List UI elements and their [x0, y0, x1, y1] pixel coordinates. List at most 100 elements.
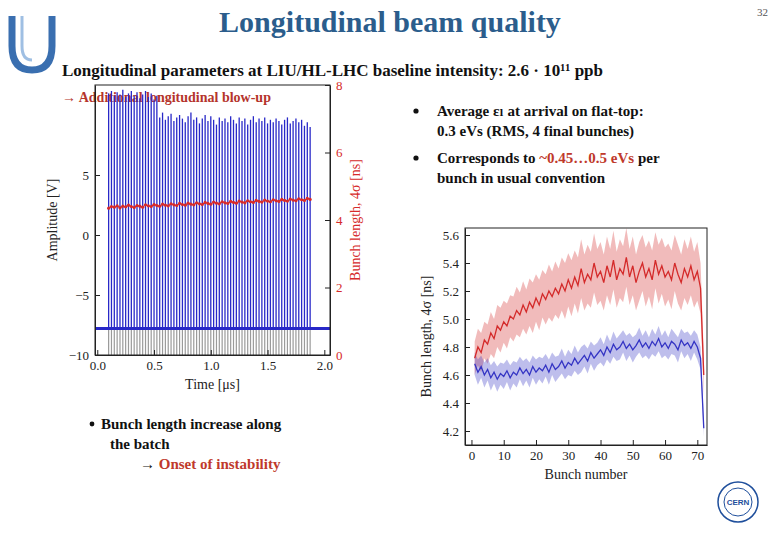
plot-frame: [465, 228, 707, 445]
tick: 0.0: [90, 350, 106, 373]
subtitle: Longitudinal parameters at LIU/HL-LHC ba…: [62, 61, 603, 80]
series-marker: [178, 202, 181, 205]
bullet-dot: [413, 155, 418, 160]
tick-mark: [504, 440, 505, 445]
tick-label: 4.4: [443, 396, 460, 411]
series-marker: [172, 203, 175, 206]
tick: 2: [325, 280, 343, 295]
tick-mark: [465, 319, 470, 320]
spike-series: [95, 90, 330, 355]
signal-spike: [219, 117, 220, 328]
tick: 30: [562, 440, 575, 463]
bunch-marker: [148, 329, 149, 355]
bunch-marker: [222, 329, 223, 355]
tick-label: 2: [336, 280, 343, 295]
tick-mark: [601, 440, 602, 445]
bullet-text: Corresponds to ~0.45…0.5 eVs per: [437, 150, 660, 166]
signal-baseline: [95, 327, 330, 330]
bunch-marker: [273, 329, 274, 355]
bunch-marker: [275, 329, 276, 355]
tick: 40: [595, 440, 608, 463]
series-marker: [189, 203, 192, 206]
tick-mark: [154, 350, 155, 355]
series-line: [109, 198, 311, 208]
signal-spike: [151, 93, 152, 328]
bullet-text: Average εₗ at arrival on flat-top:: [437, 103, 644, 119]
axis: 0.00.51.01.52.0: [90, 350, 333, 373]
text-run: the batch: [110, 436, 170, 452]
tick: 5.4: [443, 256, 470, 271]
bunch-marker: [168, 329, 169, 355]
series-marker: [118, 206, 121, 209]
series-marker: [138, 205, 141, 208]
text-run: →: [140, 456, 159, 472]
tick-mark: [465, 431, 470, 432]
slide-title: Longitudinal beam quality: [219, 5, 561, 38]
subtitle-note: → Additional longitudinal blow-up: [62, 90, 271, 105]
tick: 0.5: [146, 350, 162, 373]
cern-logo: CERN: [718, 482, 758, 522]
series-marker: [263, 198, 266, 201]
tick-label: 30: [562, 448, 575, 463]
x-axis-title: Bunch number: [545, 467, 628, 482]
signal-spike: [173, 121, 174, 329]
bunch-marker: [151, 329, 152, 355]
signal-spike: [292, 121, 293, 329]
tick-label: 0: [469, 448, 476, 463]
plot-frame: [95, 85, 330, 355]
tick-label: 50: [627, 448, 640, 463]
tick: 10: [498, 440, 511, 463]
signal-spike: [131, 91, 132, 329]
series-marker: [249, 200, 252, 203]
signal-spike: [156, 96, 157, 329]
signal-spike: [193, 120, 194, 329]
tick: −10: [69, 348, 100, 363]
tick: 4.4: [443, 396, 470, 411]
bunch-marker: [287, 329, 288, 355]
text-run: per: [634, 150, 660, 166]
signal-spike: [244, 119, 245, 329]
bunch-marker: [145, 329, 146, 355]
tick-label: 5.6: [443, 228, 460, 243]
series-marker: [164, 204, 167, 207]
series-marker: [280, 198, 283, 201]
series-marker: [155, 204, 158, 207]
bunch-marker: [207, 329, 208, 355]
series-marker: [260, 201, 263, 204]
signal-spike: [185, 122, 186, 328]
signal-spike: [190, 113, 191, 329]
signal-spike: [210, 116, 211, 328]
tick-label: 1.5: [260, 358, 276, 373]
signal-spike: [221, 121, 222, 329]
bunch-marker: [281, 329, 282, 355]
signal-spike: [168, 116, 169, 328]
bunch-marker: [199, 329, 200, 355]
tick-label: −5: [75, 288, 89, 303]
series-marker: [169, 202, 172, 205]
axis: 4.24.44.64.85.05.25.45.6: [443, 228, 470, 446]
series-marker: [113, 206, 116, 209]
series-marker: [266, 200, 269, 203]
tick-mark: [325, 355, 330, 356]
tick-label: 5.4: [443, 256, 460, 271]
signal-spike: [108, 93, 109, 328]
series-marker: [107, 207, 110, 210]
tick-mark: [324, 350, 325, 355]
bunch-marker: [224, 329, 225, 355]
bullet-text: 0.3 eVs (RMS, 4 final bunches): [437, 123, 634, 140]
bunch-marker: [239, 329, 240, 355]
signal-spike: [287, 117, 288, 328]
series-marker: [246, 199, 249, 202]
series-marker: [198, 202, 201, 205]
signal-spike: [270, 120, 271, 329]
bunch-marker: [114, 329, 115, 355]
series-marker: [300, 198, 303, 201]
series-marker: [133, 206, 136, 209]
signal-spike: [159, 117, 160, 328]
series-marker: [286, 200, 289, 203]
tick-mark: [471, 440, 472, 445]
bunch-marker: [156, 329, 157, 355]
bunch-marker: [210, 329, 211, 355]
text-run: Onset of instability: [159, 456, 281, 472]
tick-mark: [536, 440, 537, 445]
